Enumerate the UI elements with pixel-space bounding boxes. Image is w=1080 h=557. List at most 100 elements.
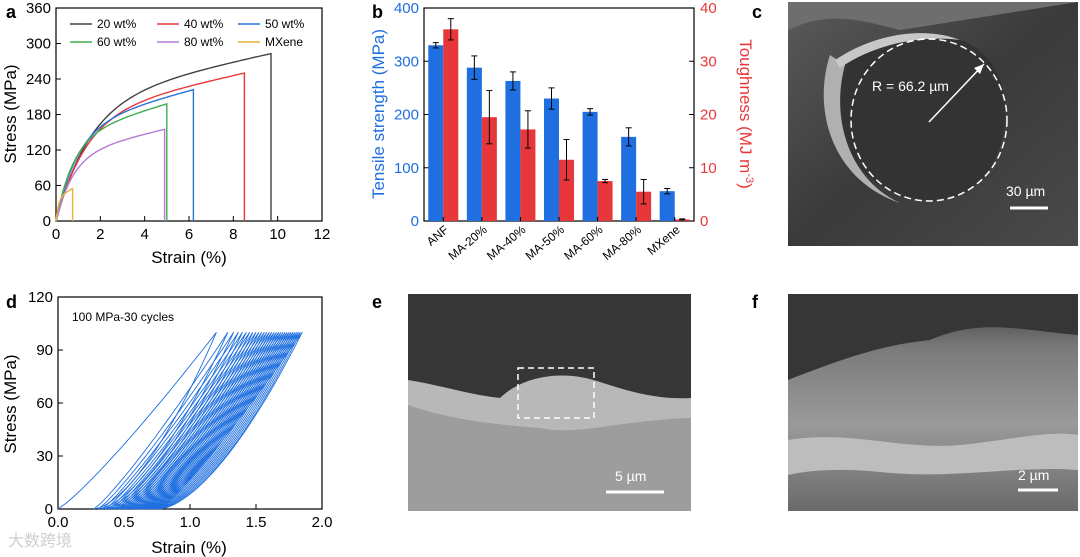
cyclic-curves xyxy=(57,332,303,510)
bar-toughness xyxy=(481,117,497,221)
bar-tensile xyxy=(659,191,675,221)
cycle-curve-21 xyxy=(142,332,286,510)
y-tick-label-a: 120 xyxy=(26,142,51,159)
legend-label: 40 wt% xyxy=(184,17,224,31)
y-tick-label-left-b: 200 xyxy=(394,107,419,124)
x-tick-label-d: 1.0 xyxy=(180,514,201,531)
panel-label-c: c xyxy=(752,2,762,22)
legend-label: 20 wt% xyxy=(97,17,137,31)
bar-tensile xyxy=(582,111,598,221)
y-tick-label-left-b: 300 xyxy=(394,53,419,70)
y-tick-label-right-b: 20 xyxy=(700,107,717,124)
y-tick-label-a: 180 xyxy=(26,107,51,124)
sem-film-edge xyxy=(823,55,900,203)
chart-title-d: 100 MPa-30 cycles xyxy=(72,310,174,324)
y-tick-label-left-b: 100 xyxy=(394,160,419,177)
category-label-b: MA-80% xyxy=(600,222,645,263)
sem-image-e: 5 µm xyxy=(408,294,691,511)
stress-strain-curves xyxy=(55,52,272,222)
x-tick-label-d: 1.5 xyxy=(246,514,267,531)
y-axis-label-right-close: ) xyxy=(736,183,755,189)
y-tick-label-a: 0 xyxy=(43,213,51,230)
panel-label-f: f xyxy=(752,292,759,312)
y-axis-label-left-b: Tensile strength (MPa) xyxy=(369,29,388,199)
panel-label-e: e xyxy=(372,292,382,312)
x-tick-label-a: 12 xyxy=(314,226,331,243)
radius-arrowhead xyxy=(974,64,984,74)
fit-circle xyxy=(850,38,1008,202)
y-tick-label-left-b: 400 xyxy=(394,0,419,17)
y-tick-label-a: 360 xyxy=(26,0,51,17)
y-tick-label-right-b: 40 xyxy=(700,0,717,17)
legend-a: 20 wt% 40 wt% 50 wt% 60 wt% 80 wt% MXene xyxy=(70,17,305,49)
bar-tensile xyxy=(428,45,444,222)
sem-image-f: 2 µm xyxy=(788,294,1078,511)
bar-tensile xyxy=(544,98,559,221)
panel-label-b: b xyxy=(372,2,383,22)
watermark: 大数跨境 xyxy=(8,531,72,550)
radius-line xyxy=(928,63,985,123)
y-axis-label-right-b: Toughness (MJ m-3) xyxy=(736,39,755,189)
cycle-curve-23 xyxy=(146,332,290,510)
axis-ticks-b: 0 100 200 300 400 0 10 20 30 40 xyxy=(394,0,717,230)
scale-bar-label-f: 2 µm xyxy=(1018,467,1049,483)
x-axis-label-d: Strain (%) xyxy=(151,538,227,557)
cyclic-loading-chart: 0.0 0.5 1.0 1.5 2.0 0 30 60 90 120 100 MPa-30 cyc… xyxy=(1,289,332,557)
category-label-b: MA-60% xyxy=(561,222,606,263)
x-tick-label-d: 0.0 xyxy=(48,514,69,531)
cycle-curve-28 xyxy=(155,332,300,510)
cycle-curve-3 xyxy=(97,332,235,510)
cycle-curve-19 xyxy=(138,332,282,510)
y-tick-label-d: 120 xyxy=(28,289,53,306)
cycle-curve-13 xyxy=(125,332,268,510)
y-tick-label-a: 240 xyxy=(26,71,51,88)
x-axis-label-a: Strain (%) xyxy=(151,248,227,267)
cycle-curve-8 xyxy=(113,332,254,510)
y-tick-label-d: 60 xyxy=(36,395,53,412)
bar-toughness xyxy=(520,129,536,221)
cycle-curve-26 xyxy=(152,332,296,510)
bar-tensile xyxy=(505,80,521,221)
category-label-b: MA-50% xyxy=(523,222,568,263)
y-axis-label-a: Stress (MPa) xyxy=(1,64,20,163)
y-tick-label-d: 30 xyxy=(36,448,53,465)
series-line-3 xyxy=(55,102,168,222)
cycle-curve-14 xyxy=(128,332,270,510)
radius-annotation: R = 66.2 µm xyxy=(872,78,949,94)
bar-toughness xyxy=(443,29,459,221)
x-tick-label-a: 0 xyxy=(52,226,60,243)
category-label-b: MXene xyxy=(645,222,683,257)
cycle-curve-27 xyxy=(154,332,298,510)
legend-label: 50 wt% xyxy=(265,17,305,31)
series-line-1 xyxy=(55,72,246,222)
x-tick-label-a: 8 xyxy=(229,226,237,243)
zoom-region-box xyxy=(517,367,595,419)
category-label-b: MA-40% xyxy=(484,222,529,263)
legend-label: 80 wt% xyxy=(184,35,224,49)
category-label-b: MA-20% xyxy=(446,222,491,263)
legend-label: MXene xyxy=(265,35,303,49)
y-tick-label-a: 60 xyxy=(34,178,51,195)
y-tick-label-d: 0 xyxy=(45,501,53,518)
series-line-4 xyxy=(55,128,166,222)
series-line-0 xyxy=(55,52,272,222)
y-axis-label-right-main: Toughness (MJ m xyxy=(736,39,755,173)
cycle-curve-5 xyxy=(104,332,243,510)
sem-dark-region-f xyxy=(788,294,1078,380)
cycle-curve-24 xyxy=(148,332,292,510)
y-tick-label-right-b: 30 xyxy=(700,53,717,70)
sem-bulk-e xyxy=(408,405,691,511)
cycle-curve-20 xyxy=(140,332,284,510)
cycle-curve-22 xyxy=(144,332,288,510)
scale-bar-label-c: 30 µm xyxy=(1006,183,1045,199)
category-label-b: ANF xyxy=(424,223,451,249)
x-tick-label-a: 2 xyxy=(96,226,104,243)
x-tick-label-a: 4 xyxy=(140,226,148,243)
sem-film-top xyxy=(788,2,1078,30)
bar-toughness xyxy=(597,181,613,221)
